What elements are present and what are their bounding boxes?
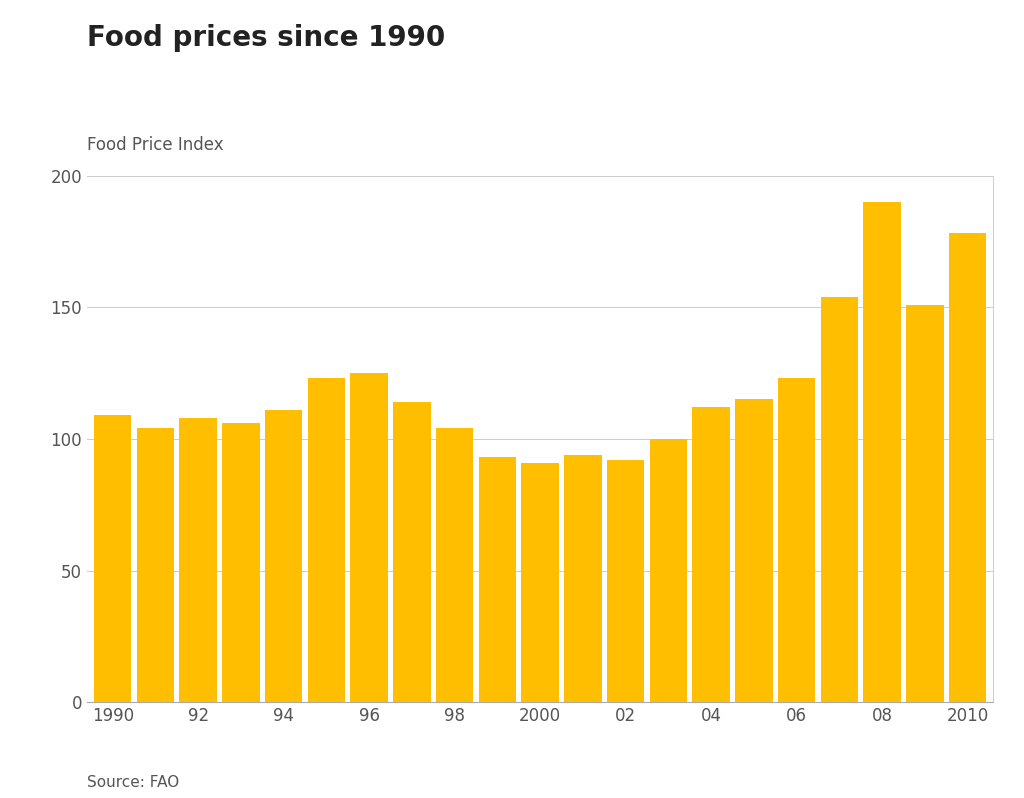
Bar: [94, 415, 131, 702]
Bar: [222, 423, 260, 702]
Bar: [949, 234, 986, 702]
Text: Source: FAO: Source: FAO: [87, 775, 179, 790]
Bar: [478, 457, 516, 702]
Bar: [350, 373, 388, 702]
Bar: [393, 402, 431, 702]
Bar: [521, 463, 559, 702]
Bar: [436, 429, 473, 702]
Text: Food Price Index: Food Price Index: [87, 136, 223, 154]
Bar: [863, 202, 901, 702]
Bar: [307, 378, 345, 702]
Bar: [692, 407, 730, 702]
Bar: [265, 410, 302, 702]
Bar: [906, 305, 944, 702]
Text: Food prices since 1990: Food prices since 1990: [87, 24, 445, 52]
Bar: [136, 429, 174, 702]
Bar: [179, 418, 217, 702]
Bar: [649, 439, 687, 702]
Bar: [778, 378, 815, 702]
Bar: [607, 460, 644, 702]
Bar: [735, 399, 773, 702]
Bar: [564, 455, 602, 702]
Bar: [820, 297, 858, 702]
